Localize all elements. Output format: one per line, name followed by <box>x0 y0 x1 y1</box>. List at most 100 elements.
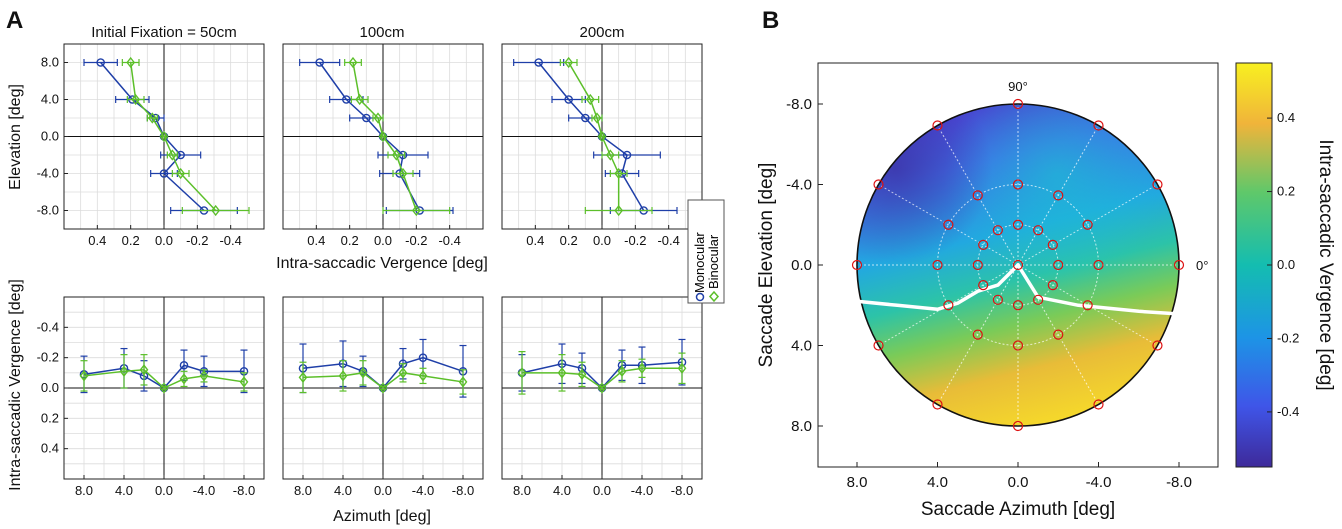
polar-spoke <box>1017 125 1099 266</box>
data-point-binocular <box>637 362 647 374</box>
target-marker <box>972 259 983 271</box>
data-point-binocular <box>199 370 209 382</box>
b-x-tick-label: 4.0 <box>927 474 948 491</box>
data-point-monocular <box>96 58 105 67</box>
x-tick-label: 0.4 <box>307 233 325 248</box>
x-tick-label: -0.2 <box>405 233 427 248</box>
panel-letter-b: B <box>762 7 779 34</box>
subplot-bottom-1: 8.0 4.0 0.0 -4.0 -8.0 -0.4 -0.2 0.0 0.2 0.4 <box>37 296 265 498</box>
target-marker <box>978 239 989 250</box>
panel-letter-a: A <box>6 7 23 34</box>
data-point-binocular <box>597 130 607 143</box>
subplot-top-1: 0.4 0.2 0.0 -0.2 -0.4 -8.0 -4.0 0.0 4.0 8.0 <box>37 43 265 248</box>
x-tick-label: -4.0 <box>631 483 653 498</box>
data-point-binocular <box>517 367 527 379</box>
x-tick-label: 0.0 <box>374 233 392 248</box>
target-marker <box>1012 98 1024 110</box>
data-point-monocular <box>622 150 632 160</box>
legend: Monocular Binocular <box>687 199 725 304</box>
data-point-binocular <box>179 373 189 385</box>
target-marker <box>1082 219 1093 230</box>
x-tick-label: 4.0 <box>553 483 571 498</box>
colorbar-tick-label: 0.2 <box>1277 184 1295 199</box>
y-tick-label: -0.4 <box>37 319 59 334</box>
data-point-binocular <box>79 370 89 382</box>
target-marker <box>932 120 943 131</box>
subplot-bottom-3: 8.0 4.0 0.0 -4.0 -8.0 <box>501 296 703 498</box>
data-point-binocular <box>176 167 186 180</box>
legend-binocular-marker <box>708 290 720 303</box>
colorbar-tick-label: -0.4 <box>1277 404 1299 419</box>
zero-vergence-contour <box>836 263 1200 318</box>
data-point-monocular <box>564 95 573 104</box>
data-point-binocular <box>398 167 408 180</box>
data-point-binocular <box>373 112 383 124</box>
target-marker <box>1033 225 1044 236</box>
data-point-binocular <box>348 56 358 69</box>
data-point-monocular <box>179 360 189 370</box>
target-marker <box>978 280 989 291</box>
panel-b: 8.0 4.0 0.0 -4.0 -8.0 -8.0 -4.0 0.0 4.0 8.0 90° 0… <box>756 62 1336 520</box>
x-tick-label: 0.0 <box>155 233 173 248</box>
x-tick-label: 4.0 <box>115 483 133 498</box>
data-point-monocular <box>581 113 590 123</box>
data-point-binocular <box>585 93 595 106</box>
polar-spoke <box>878 184 1019 266</box>
target-marker <box>1152 340 1163 351</box>
x-tick-label: 0.2 <box>560 233 578 248</box>
x-tick-label: 4.0 <box>334 483 352 498</box>
target-marker <box>851 259 863 271</box>
x-tick-label: -8.0 <box>452 483 474 498</box>
angle-label-90: 90° <box>1008 79 1028 94</box>
data-point-binocular <box>605 149 615 161</box>
y-tick-label: 0.4 <box>41 441 59 456</box>
data-point-binocular <box>159 130 169 143</box>
data-point-monocular <box>159 169 169 178</box>
b-y-tick-label: 8.0 <box>791 418 812 435</box>
b-x-axis-label: Saccade Azimuth [deg] <box>921 499 1115 520</box>
data-point-binocular <box>159 382 169 394</box>
data-point-binocular <box>139 364 149 376</box>
data-point-binocular <box>126 56 136 69</box>
target-marker <box>1047 239 1058 250</box>
top-x-axis-label: Intra-saccadic Vergence [deg] <box>276 255 488 272</box>
data-point-monocular <box>534 58 543 67</box>
target-marker <box>1012 219 1024 230</box>
y-tick-label: 0.2 <box>41 410 59 425</box>
b-y-tick-label: -8.0 <box>786 96 812 113</box>
data-point-binocular <box>557 367 567 379</box>
x-tick-label: 0.0 <box>374 483 392 498</box>
x-tick-label: -0.4 <box>438 233 460 248</box>
data-point-binocular <box>119 365 129 377</box>
target-marker <box>1012 420 1024 432</box>
bottom-x-axis-label: Azimuth [deg] <box>333 508 431 525</box>
data-point-binocular <box>358 367 368 379</box>
target-marker <box>1053 190 1064 201</box>
data-point-binocular <box>167 149 177 161</box>
data-point-monocular <box>362 113 371 123</box>
x-tick-label: 8.0 <box>513 483 531 498</box>
y-tick-label: 8.0 <box>41 55 59 70</box>
data-point-binocular <box>131 93 141 106</box>
subplot-title-1: Initial Fixation = 50cm <box>91 24 236 41</box>
x-tick-label: -0.2 <box>624 233 646 248</box>
target-marker <box>873 340 884 351</box>
target-marker <box>1093 120 1104 131</box>
target-marker <box>1012 179 1024 190</box>
polar-outline <box>856 103 1180 427</box>
b-x-tick-label: 8.0 <box>847 474 868 491</box>
bottom-y-axis-label: Intra-saccadic Vergence [deg] <box>7 279 24 491</box>
target-marker <box>932 399 943 410</box>
x-tick-label: 0.4 <box>526 233 544 248</box>
target-marker <box>1053 329 1064 340</box>
legend-monocular-label: Monocular <box>692 232 707 293</box>
b-y-tick-label: 0.0 <box>791 257 812 274</box>
y-tick-label: -8.0 <box>37 203 59 218</box>
x-tick-label: -8.0 <box>671 483 693 498</box>
data-point-binocular <box>592 112 602 124</box>
x-tick-label: -0.2 <box>186 233 208 248</box>
polar-spoke <box>1017 264 1099 405</box>
target-marker <box>943 219 954 230</box>
colorbar-ticks: 0.4 0.2 0.0 -0.2 -0.4 <box>1267 110 1299 419</box>
